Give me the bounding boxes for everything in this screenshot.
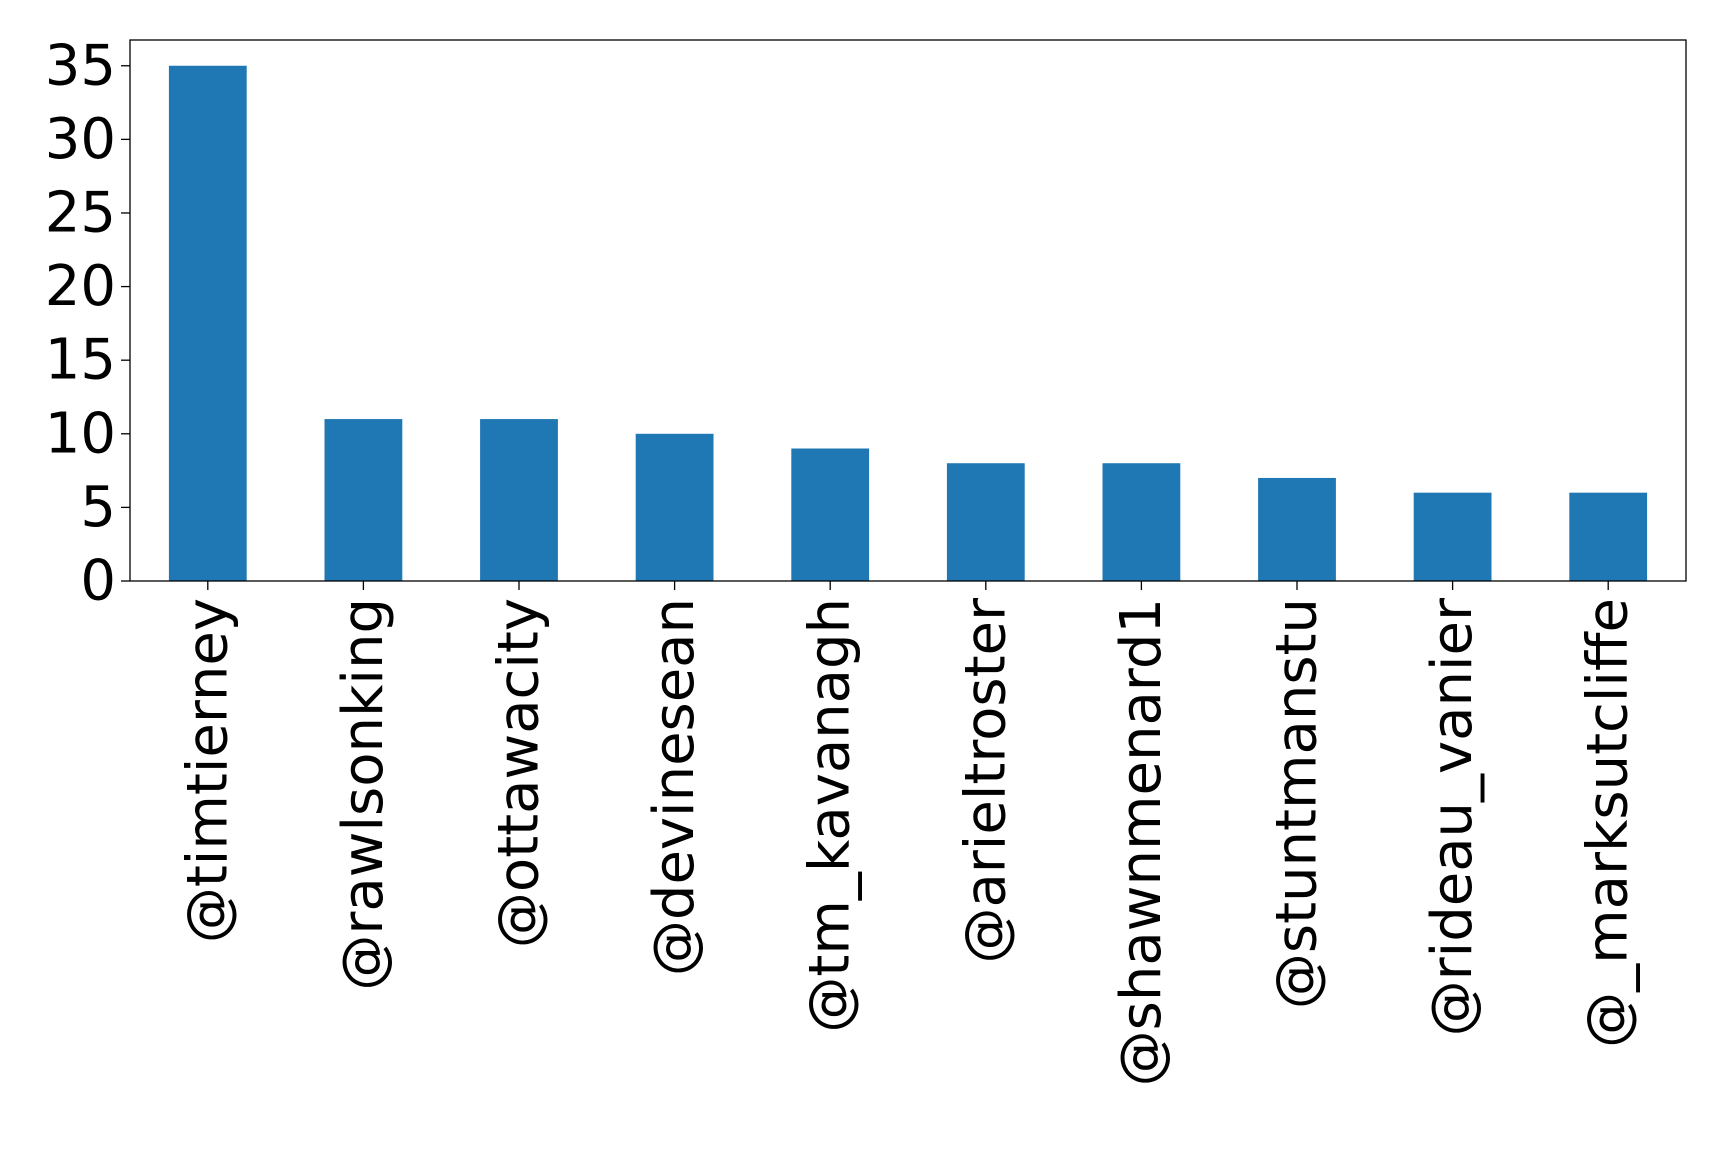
x-tick-label: @shawnmenard1 <box>1109 598 1174 1086</box>
y-tick-label: 25 <box>45 180 116 245</box>
bar <box>946 463 1025 581</box>
y-tick-label: 5 <box>80 475 116 540</box>
x-tick-label: @ottawacity <box>487 598 552 948</box>
y-axis-ticks: 0 5 10 15 20 25 30 35 <box>45 33 130 614</box>
x-tick-label: @rawlsonking <box>331 598 396 991</box>
bar <box>324 419 403 581</box>
x-axis-ticks: @timtierney @rawlsonking @ottawacity @devin… <box>175 581 1641 1086</box>
x-tick-label: @tm_kavanagh <box>798 598 863 1033</box>
bar <box>791 448 870 581</box>
bar <box>1413 492 1492 581</box>
y-tick-label: 20 <box>45 254 116 319</box>
y-tick-label: 0 <box>80 549 116 614</box>
bar <box>635 433 714 581</box>
plot-frame <box>129 39 1687 582</box>
bar <box>1102 463 1181 581</box>
bar <box>480 419 558 581</box>
x-tick-label: @arieltroster <box>953 597 1018 964</box>
x-tick-label: @_marksutcliffe <box>1576 598 1641 1048</box>
y-tick-label: 35 <box>45 33 116 98</box>
bar <box>1258 477 1336 581</box>
y-tick-label: 15 <box>45 328 116 393</box>
x-tick-label: @devinesean <box>642 598 707 976</box>
x-tick-label: @timtierney <box>175 598 240 943</box>
y-tick-label: 10 <box>45 401 116 466</box>
bar <box>1569 492 1648 581</box>
x-tick-label: @stuntmanstu <box>1265 598 1330 1009</box>
y-tick-label: 30 <box>45 107 116 172</box>
bar <box>168 65 247 581</box>
bars-group <box>168 65 1648 581</box>
x-tick-label: @rideau_vanier <box>1420 597 1485 1036</box>
